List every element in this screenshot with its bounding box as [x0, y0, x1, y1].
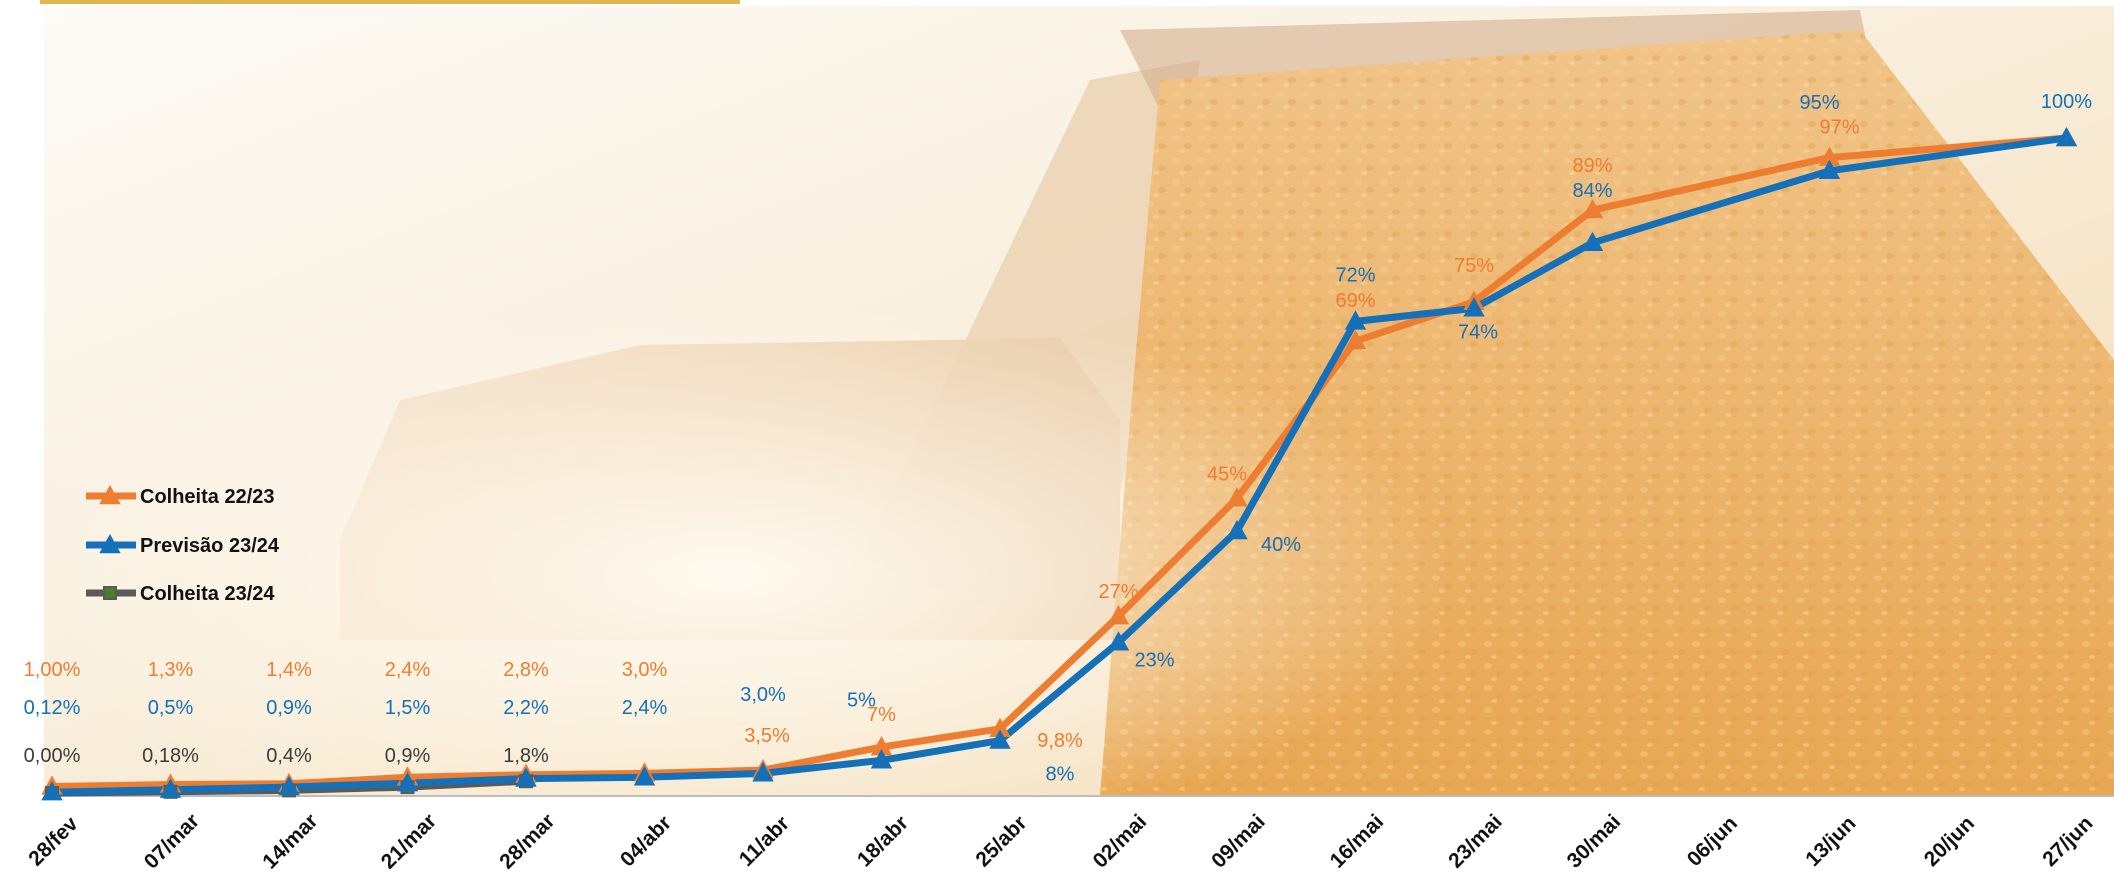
series-marker-1-13	[1581, 231, 1604, 251]
data-label-2-2: 0,4%	[266, 745, 312, 767]
series-marker-0-10	[1226, 487, 1248, 507]
data-label-1-10: 40%	[1261, 534, 1301, 556]
legend: Colheita 22/23 Previsão 23/24 Colheita 23/…	[86, 484, 280, 605]
x-tick-label-11: 16/mai	[1326, 810, 1389, 873]
data-label-0-5: 3,0%	[622, 659, 668, 681]
data-label-1-3: 1,5%	[385, 697, 431, 719]
x-tick-label-5: 04/abr	[616, 811, 676, 871]
series-marker-1-3	[396, 772, 419, 792]
series-marker-1-10	[1226, 519, 1248, 540]
data-label-1-15: 95%	[1799, 92, 1839, 114]
harvester-photo-background	[44, 6, 2114, 796]
data-label-1-2: 0,9%	[266, 697, 312, 719]
data-label-1-12: 74%	[1458, 321, 1498, 343]
data-label-1-1: 0,5%	[148, 697, 194, 719]
x-tick-label-14: 06/jun	[1683, 812, 1742, 871]
x-tick-label-3: 21/mar	[377, 809, 441, 873]
x-tick-label-6: 11/abr	[735, 812, 794, 871]
legend-swatch-marker-0	[99, 484, 121, 505]
data-label-2-4: 1,8%	[503, 745, 549, 767]
series-marker-1-7	[870, 749, 893, 769]
data-label-0-8: 9,8%	[1037, 730, 1083, 752]
series-marker-1-11	[1344, 310, 1367, 330]
x-tick-label-7: 18/abr	[853, 811, 913, 871]
data-label-2-3: 0,9%	[385, 745, 431, 767]
data-label-0-4: 2,8%	[503, 659, 549, 681]
x-tick-label-10: 09/mai	[1207, 810, 1270, 873]
x-tick-label-16: 20/jun	[1920, 812, 1979, 871]
data-label-1-13: 84%	[1572, 180, 1612, 202]
x-tick-label-8: 25/abr	[971, 811, 1031, 871]
data-label-0-0: 1,00%	[24, 659, 81, 681]
series-marker-1-12	[1463, 297, 1485, 317]
data-label-0-9: 27%	[1098, 581, 1138, 603]
x-tick-label-1: 07/mar	[140, 809, 204, 873]
series-marker-1-5	[633, 766, 656, 786]
data-label-0-15: 97%	[1819, 117, 1859, 139]
series-line-0	[48, 134, 2070, 790]
title-fragment	[40, 0, 740, 4]
series-line-1	[48, 134, 2070, 796]
data-label-0-3: 2,4%	[385, 659, 431, 681]
x-tick-label-13: 30/mai	[1563, 810, 1626, 873]
data-label-1-6: 3,0%	[740, 684, 786, 706]
x-axis-tick-labels: 28/fev 07/mar 14/mar 21/mar 28/mar 04/abr 11/a…	[24, 809, 2097, 873]
data-label-1-11: 72%	[1335, 264, 1375, 286]
data-label-0-7: 7%	[867, 704, 896, 726]
series-marker-1-17	[2055, 126, 2078, 147]
series-marker-1-8	[989, 729, 1011, 749]
x-tick-label-15: 13/jun	[1801, 812, 1860, 871]
data-label-0-12: 75%	[1454, 255, 1494, 277]
data-label-1-4: 2,2%	[503, 697, 549, 719]
data-label-1-7: 5%	[847, 689, 876, 711]
x-tick-label-12: 23/mai	[1444, 810, 1507, 873]
data-label-1-5: 2,4%	[622, 697, 668, 719]
legend-swatch-marker-2	[103, 586, 117, 600]
series-marker-1-0	[41, 781, 63, 801]
x-tick-label-4: 28/mar	[495, 809, 559, 873]
data-label-1-0: 0,12%	[24, 697, 81, 719]
data-label-0-6: 3,5%	[744, 725, 790, 747]
legend-label-2: Colheita 23/24	[140, 583, 275, 605]
series-marker-1-15	[1818, 159, 1841, 179]
series-marker-0-11	[1344, 329, 1367, 350]
data-label-0-11: 69%	[1335, 290, 1375, 312]
x-tick-label-17: 27/jun	[2038, 812, 2097, 871]
series-marker-1-1	[159, 778, 182, 798]
data-label-1-8: 8%	[1046, 764, 1075, 786]
series-marker-1-6	[752, 762, 774, 782]
x-tick-label-9: 02/mai	[1089, 810, 1152, 873]
data-label-1-17: 100%	[2041, 91, 2092, 113]
x-tick-label-2: 14/mar	[258, 809, 322, 873]
data-label-0-10: 45%	[1207, 463, 1247, 485]
series-marker-1-9	[1107, 631, 1130, 651]
data-label-0-2: 1,4%	[266, 659, 312, 681]
data-label-2-1: 0,18%	[142, 745, 199, 767]
series-marker-1-2	[278, 776, 300, 796]
x-tick-label-0: 28/fev	[24, 812, 83, 871]
series-markers	[41, 126, 2078, 801]
series-marker-1-4	[515, 767, 537, 787]
series-marker-0-13	[1581, 198, 1604, 219]
data-label-1-9: 23%	[1134, 649, 1174, 671]
data-label-2-0: 0,00%	[24, 745, 81, 767]
legend-label-1: Previsão 23/24	[140, 535, 280, 557]
legend-label-0: Colheita 22/23	[140, 486, 275, 508]
data-labels: 1,00% 1,3% 1,4% 2,4% 2,8% 3,0% 3,5% 7% 9,8% 27% 45…	[24, 91, 2093, 786]
data-label-0-13: 89%	[1572, 155, 1612, 177]
series-marker-0-9	[1107, 605, 1130, 625]
data-label-0-1: 1,3%	[148, 659, 194, 681]
legend-swatch-marker-1	[99, 533, 121, 554]
